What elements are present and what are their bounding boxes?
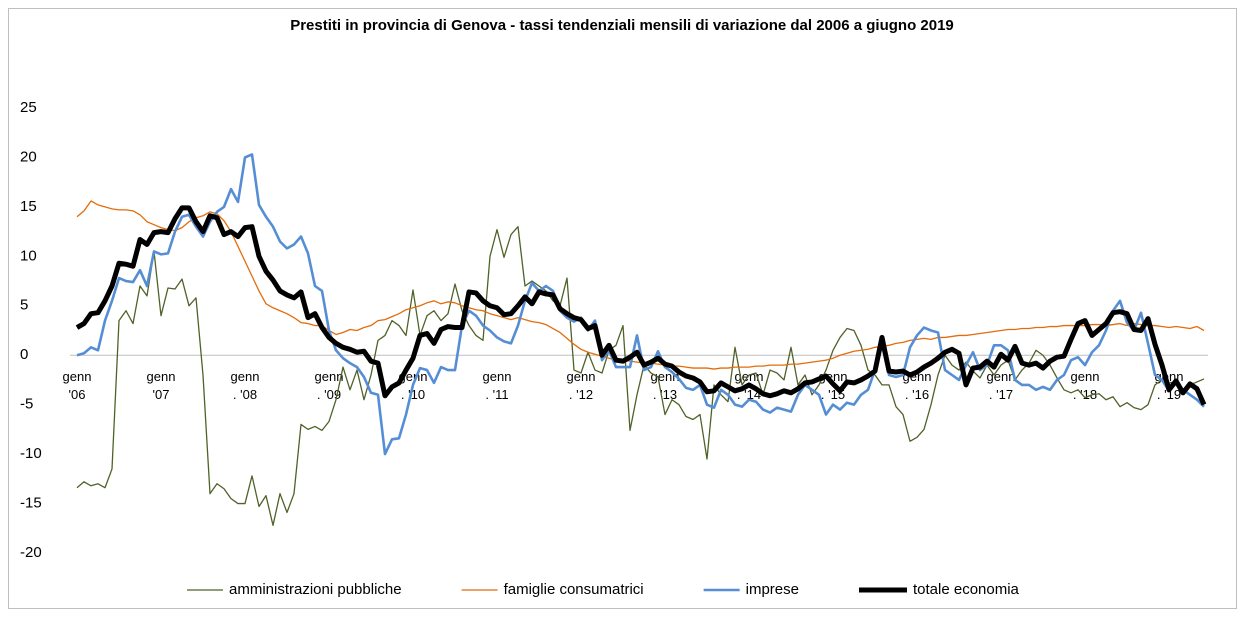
x-tick-label: genn. '08 [231, 369, 260, 402]
y-tick-label: 15 [20, 198, 37, 215]
y-tick-label: -15 [20, 495, 42, 512]
y-tick-label: -5 [20, 396, 33, 413]
x-tick-label: genn. '11 [483, 369, 512, 402]
series-line [76, 153, 1205, 456]
y-tick-label: 0 [20, 346, 28, 363]
legend-label: totale economia [913, 581, 1020, 598]
x-tick-label: genn. '17 [987, 369, 1016, 402]
y-tick-label: 20 [20, 148, 37, 165]
y-tick-label: 5 [20, 297, 28, 314]
legend-label: famiglie consumatrici [504, 581, 644, 598]
chart-title: Prestiti in provincia di Genova - tassi … [290, 17, 954, 34]
x-tick-label: genn '06 [63, 369, 92, 402]
y-tick-label: 10 [20, 247, 37, 264]
y-tick-label: -20 [20, 544, 42, 561]
legend-label: amministrazioni pubbliche [229, 581, 402, 598]
legend-label: imprese [746, 581, 799, 598]
y-tick-label: -10 [20, 445, 42, 462]
series-line [75, 205, 1207, 406]
x-tick-label: genn '07 [147, 369, 176, 402]
chart-frame [8, 8, 1237, 609]
series-line [76, 226, 1205, 526]
x-tick-label: genn. '12 [567, 369, 596, 402]
y-tick-label: 25 [20, 99, 37, 116]
x-tick-label: genn. '09 [315, 369, 344, 402]
